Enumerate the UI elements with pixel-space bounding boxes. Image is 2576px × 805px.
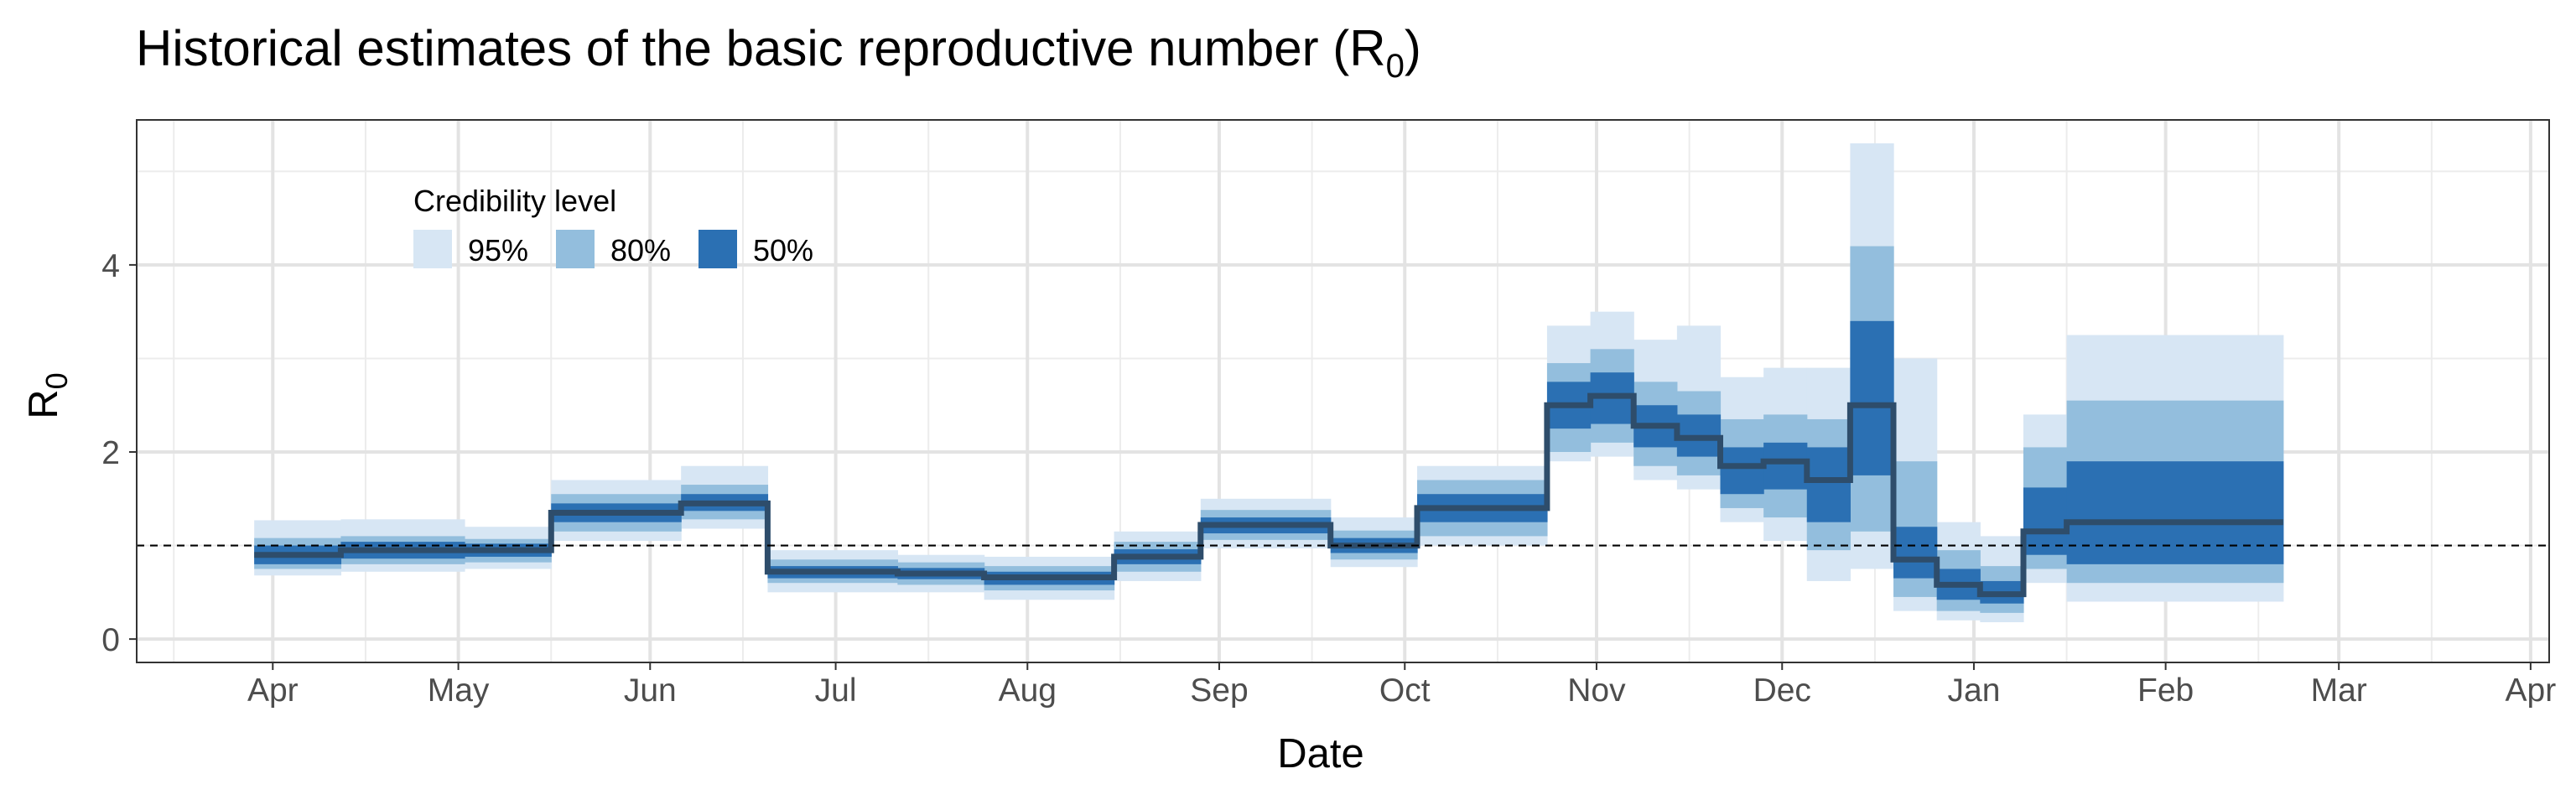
- median-line: [254, 392, 2283, 598]
- x-tick-label: Sep: [1190, 673, 1248, 709]
- chart-title-main: Historical estimates of the basic reprod…: [136, 20, 1386, 76]
- x-tick-label: Feb: [2137, 673, 2194, 709]
- legend-items: 95% 80% 50%: [413, 230, 813, 268]
- ci50-band: [1806, 447, 1852, 522]
- y-axis-title-main: R: [21, 389, 66, 418]
- x-tick-label: Apr: [2506, 673, 2557, 709]
- x-tick-label: Jul: [815, 673, 857, 709]
- chart-title-end: ): [1405, 20, 1421, 76]
- x-tick-label: Nov: [1567, 673, 1626, 709]
- y-axis-title-subscript: 0: [39, 372, 74, 389]
- x-tick-label: Jan: [1948, 673, 2001, 709]
- ci50-band: [2023, 487, 2068, 555]
- x-tick-label: Mar: [2311, 673, 2367, 709]
- y-tick-label: 0: [101, 622, 120, 658]
- legend-label: 95%: [468, 233, 528, 267]
- legend: Credibility level 95% 80% 50%: [413, 184, 813, 268]
- y-axis: 0 2 4: [101, 248, 137, 658]
- legend-key: [699, 230, 737, 268]
- legend-title: Credibility level: [413, 184, 616, 218]
- ci50-band: [2066, 461, 2284, 564]
- x-tick-label: Jun: [624, 673, 677, 709]
- x-axis-title: Date: [1277, 731, 1364, 776]
- x-tick-label: May: [428, 673, 490, 709]
- legend-label: 80%: [610, 233, 671, 267]
- x-tick-label: Apr: [247, 673, 299, 709]
- chart-title-subscript: 0: [1386, 48, 1405, 85]
- ci50-band: [1720, 447, 1764, 495]
- chart-title: Historical estimates of the basic reprod…: [136, 20, 1421, 85]
- plot-panel: [136, 119, 2550, 663]
- y-tick-label: 2: [101, 435, 120, 471]
- y-axis-title: R0: [21, 372, 74, 418]
- x-axis: Apr May Jun Jul Aug Sep Oct Nov Dec Jan Feb Mar Apr: [247, 662, 2556, 709]
- y-tick-label: 4: [101, 248, 120, 284]
- legend-label: 50%: [753, 233, 813, 267]
- panel-border: [136, 119, 2550, 663]
- legend-key: [413, 230, 452, 268]
- x-tick-label: Oct: [1379, 673, 1431, 709]
- legend-key: [556, 230, 595, 268]
- x-tick-label: Aug: [999, 673, 1057, 709]
- ci50-band: [1763, 442, 1808, 490]
- x-tick-label: Dec: [1753, 673, 1811, 709]
- ci50-band: [1893, 527, 1938, 579]
- ci50-band: [1850, 320, 1894, 475]
